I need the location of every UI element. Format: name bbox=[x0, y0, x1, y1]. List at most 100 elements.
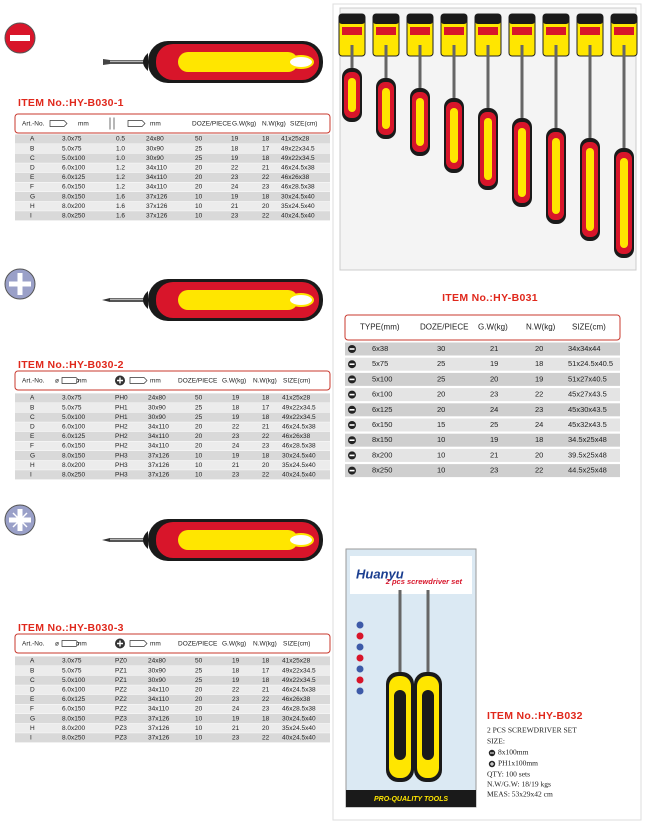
table-row-band bbox=[15, 134, 330, 144]
display-shaft bbox=[588, 45, 592, 138]
display-shaft bbox=[622, 45, 626, 148]
table-cell: 34x34x44 bbox=[568, 344, 601, 353]
display-card-label bbox=[614, 27, 634, 35]
table-cell: 10 bbox=[195, 213, 203, 220]
table-cell: E bbox=[30, 174, 35, 181]
table-cell: 20 bbox=[262, 203, 270, 210]
display-shaft bbox=[520, 45, 524, 118]
table-cell: 8x150 bbox=[372, 435, 392, 444]
table-row-band bbox=[15, 211, 330, 221]
display-shaft bbox=[384, 45, 388, 78]
table-row-band bbox=[15, 412, 330, 422]
table-cell: 34x110 bbox=[146, 165, 167, 172]
package-tip-icon bbox=[356, 654, 364, 662]
package-shaft bbox=[426, 590, 430, 675]
table-cell: 5.0x75 bbox=[62, 404, 82, 411]
display-handle-grip bbox=[552, 138, 560, 214]
table-cell: 41x25x28 bbox=[282, 658, 311, 665]
set-detail: N.W/G.W: 18/19 kgs bbox=[487, 780, 551, 789]
table-cell: 23 bbox=[490, 466, 498, 475]
table-cell: PH3 bbox=[115, 452, 128, 459]
handle-neck bbox=[143, 291, 148, 309]
display-handle-grip bbox=[518, 128, 526, 197]
table-cell: PH1 bbox=[115, 404, 128, 411]
display-handle-grip bbox=[586, 148, 594, 231]
table-row-band bbox=[15, 470, 330, 480]
table-header-cell: DOZE/PIECE bbox=[178, 641, 218, 648]
table-cell: 3.0x75 bbox=[62, 136, 82, 143]
set-detail: MEAS: 53x29x42 cm bbox=[487, 790, 553, 799]
table-cell: 34x110 bbox=[148, 687, 169, 694]
table-header-box bbox=[14, 370, 331, 391]
package-label: 2 pcs screwdriver set bbox=[385, 577, 463, 586]
table-cell: 24x80 bbox=[146, 136, 164, 143]
table-cell: 10 bbox=[195, 472, 203, 479]
table-cell: 23 bbox=[232, 735, 240, 742]
table-cell: I bbox=[30, 472, 32, 479]
table-cell: 49x22x34.5 bbox=[281, 155, 315, 162]
table-cell: 46x28.5x38 bbox=[282, 443, 316, 450]
shaft-shine bbox=[110, 298, 148, 300]
table-cell: 6.0x150 bbox=[62, 184, 86, 191]
table-cell: 37x126 bbox=[148, 715, 170, 722]
table-cell: 8.0x200 bbox=[62, 462, 86, 469]
table-row-band bbox=[15, 714, 330, 724]
table-cell: 10 bbox=[437, 450, 445, 459]
table-cell: 49x22x34.5 bbox=[281, 145, 315, 152]
table-cell: PZ2 bbox=[115, 706, 127, 713]
table-cell: 19 bbox=[232, 715, 240, 722]
table-cell: 34x110 bbox=[148, 433, 169, 440]
table-cell: 30 bbox=[437, 344, 445, 353]
table-cell: 37x126 bbox=[146, 203, 168, 210]
display-card-label bbox=[342, 27, 362, 35]
table-cell: 24 bbox=[535, 420, 543, 429]
display-card-top bbox=[407, 14, 433, 24]
table-cell: 20 bbox=[535, 344, 543, 353]
table-cell: 21 bbox=[262, 687, 270, 694]
table-cell: 45x32x43.5 bbox=[568, 420, 607, 429]
table-cell: 18 bbox=[262, 658, 270, 665]
display-card-label bbox=[376, 27, 396, 35]
table-cell: 20 bbox=[195, 687, 203, 694]
table-cell: 5.0x100 bbox=[62, 414, 86, 421]
table-row-band bbox=[345, 372, 620, 386]
table-cell: 46x24.5x38 bbox=[282, 424, 316, 431]
table-cell: PH2 bbox=[115, 424, 128, 431]
tip-icon-mark bbox=[10, 35, 30, 41]
table-cell: 24 bbox=[232, 706, 240, 713]
display-handle-grip bbox=[620, 158, 628, 248]
tip-icon-mark bbox=[17, 273, 23, 295]
table-header-cell: SIZE(cm) bbox=[283, 378, 310, 385]
table-header-cell: N.W(kg) bbox=[253, 641, 277, 648]
table-cell: 6.0x125 bbox=[62, 433, 86, 440]
table-header-cell: N.W(kg) bbox=[253, 378, 277, 385]
table-cell: 18 bbox=[262, 677, 270, 684]
display-shaft bbox=[418, 45, 422, 88]
table-cell: 10 bbox=[437, 435, 445, 444]
table-cell: 34x110 bbox=[148, 443, 169, 450]
table-cell: 23 bbox=[231, 213, 239, 220]
table-cell: 35x24.5x40 bbox=[282, 462, 316, 469]
table-cell: 17 bbox=[262, 145, 270, 152]
table-cell: 24x80 bbox=[148, 658, 166, 665]
table-header-cell: DOZE/PIECE bbox=[178, 378, 218, 385]
row-icon-mark bbox=[349, 409, 355, 411]
package-footer: PRO-QUALITY TOOLS bbox=[374, 796, 448, 803]
table-cell: 22 bbox=[262, 472, 270, 479]
display-card-top bbox=[509, 14, 535, 24]
table-cell: 30x90 bbox=[148, 404, 166, 411]
package-handle-grip bbox=[422, 690, 434, 760]
table-row-band bbox=[15, 163, 330, 173]
table-cell: 19 bbox=[232, 452, 240, 459]
display-shaft bbox=[350, 45, 354, 68]
display-card-label bbox=[512, 27, 532, 35]
display-card-top bbox=[373, 14, 399, 24]
header-icon bbox=[109, 117, 115, 130]
table-cell: 6x100 bbox=[372, 390, 392, 399]
table-cell: 46x26x38 bbox=[281, 174, 310, 181]
table-cell: 34x110 bbox=[148, 706, 169, 713]
handle-neck bbox=[143, 53, 148, 71]
table-cell: 10 bbox=[195, 715, 203, 722]
package-tip-icon bbox=[356, 687, 364, 695]
table-cell: PZ1 bbox=[115, 677, 127, 684]
